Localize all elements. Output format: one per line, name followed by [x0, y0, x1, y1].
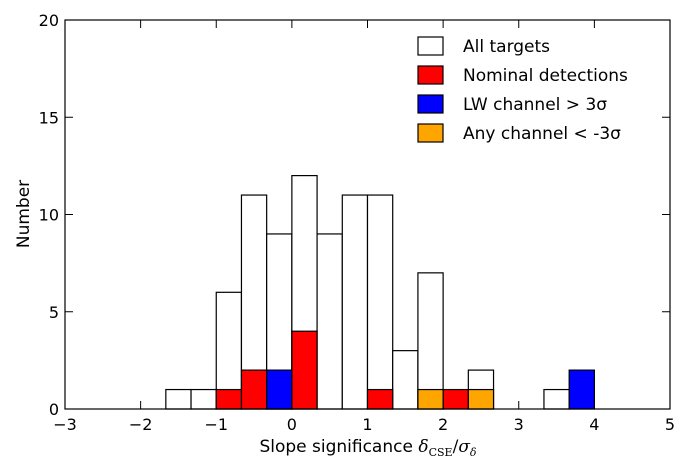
- bar-series-1-bin-8: [366, 388, 394, 410]
- x-axis-label-slash: /: [453, 437, 459, 457]
- bar-series-0-bin-8: [366, 194, 394, 410]
- bar-series-2-bin-14: [568, 369, 595, 410]
- legend-label-0: All targets: [463, 37, 550, 57]
- legend-swatch-2: [417, 94, 444, 114]
- y-tick-label-4: 20: [39, 11, 59, 30]
- bar-series-0-bin-6: [316, 233, 343, 410]
- bar-series-0-bin-7: [341, 194, 369, 410]
- x-axis-label-sub-delta: δ: [470, 446, 477, 459]
- bars-layer: [165, 175, 595, 410]
- y-tick-label-1: 5: [49, 303, 59, 322]
- x-tick-label-0: −3: [53, 415, 77, 434]
- ticks-layer: [64, 19, 671, 410]
- x-tick-label-4: 1: [362, 415, 372, 434]
- legend-swatch-3: [417, 123, 444, 143]
- x-axis-label-sub-cse: CSE: [429, 446, 453, 459]
- x-tick-label-6: 3: [514, 415, 524, 434]
- y-tick-label-0: 0: [49, 400, 59, 419]
- x-axis-label: Slope significance δCSE/σδ: [259, 437, 476, 459]
- bar-series-0-bin-9: [392, 350, 419, 410]
- x-tick-label-2: −1: [204, 415, 228, 434]
- tick-labels-layer: −3 −2 −1 0 1 2 3 4 5 0 5 10 15 20: [39, 11, 675, 434]
- legend: All targets Nominal detections LW channel …: [417, 36, 628, 144]
- bar-series-2-bin-4: [266, 369, 293, 410]
- bar-series-0-bin-1: [190, 388, 217, 410]
- legend-label-1: Nominal detections: [463, 66, 628, 86]
- bar-series-1-bin-11: [442, 388, 469, 410]
- y-tick-label-3: 15: [39, 108, 59, 127]
- y-axis-label: Number: [14, 180, 34, 248]
- legend-label-2: LW channel > 3σ: [463, 95, 607, 115]
- x-tick-label-7: 4: [589, 415, 599, 434]
- bar-series-0-bin-10: [417, 272, 444, 410]
- legend-swatch-1: [417, 65, 444, 85]
- bar-series-1-bin-5: [291, 330, 318, 410]
- x-axis-label-delta: δ: [418, 437, 428, 457]
- bar-series-1-bin-3: [240, 369, 268, 410]
- x-tick-label-8: 5: [665, 415, 675, 434]
- bar-series-0-bin-0: [165, 388, 192, 410]
- bar-series-3-bin-10: [417, 388, 444, 410]
- legend-label-3: Any channel < -3σ: [463, 124, 621, 144]
- y-tick-label-2: 10: [39, 206, 59, 225]
- x-axis-label-main: Slope significance: [259, 437, 418, 457]
- legend-swatch-0: [417, 36, 444, 56]
- x-axis-label-sigma: σ: [458, 437, 470, 457]
- bar-series-1-bin-2: [215, 388, 243, 410]
- x-tick-label-1: −2: [129, 415, 153, 434]
- bar-series-3-bin-12: [467, 388, 495, 410]
- x-tick-label-3: 0: [287, 415, 297, 434]
- bar-series-0-bin-13: [543, 388, 570, 410]
- x-tick-label-5: 2: [438, 415, 448, 434]
